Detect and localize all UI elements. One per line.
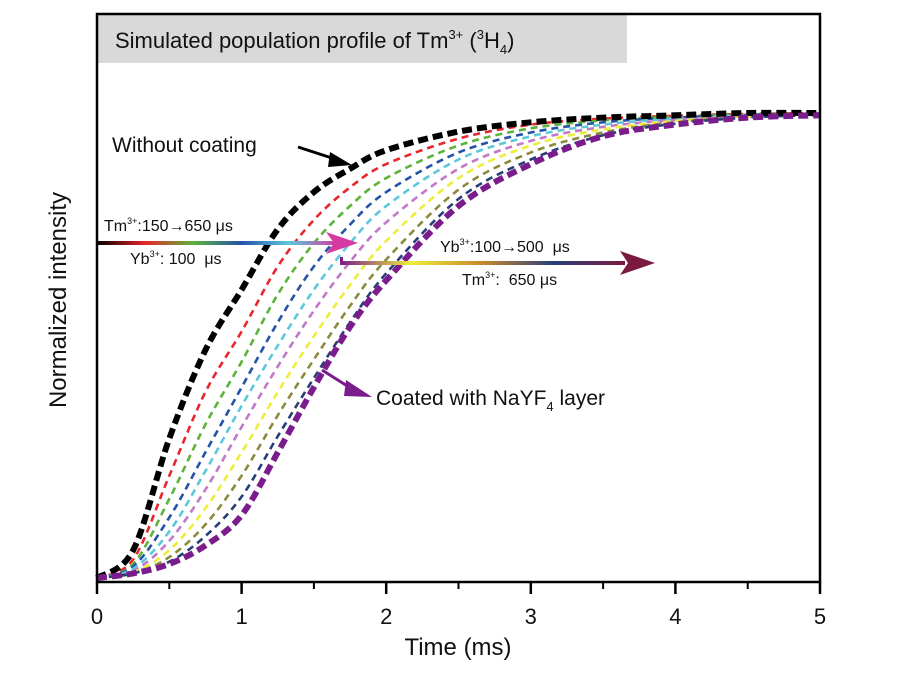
x-tick-label: 1: [235, 604, 247, 629]
arrow1-label-top: Tm3+:150→650 μs: [104, 216, 233, 235]
arrow1-shaft: [97, 241, 337, 245]
coated-sub: 4: [546, 399, 553, 414]
arrow2-shaft: [340, 261, 625, 265]
arrow1-top-sup: 3+: [127, 216, 137, 226]
series-line-3: [96, 112, 821, 580]
arrow1-top-arrow: →: [169, 218, 185, 235]
arrow1-bottom-prefix: Yb: [130, 251, 150, 268]
x-axis-label: Time (ms): [404, 634, 511, 661]
title-paren-close: ): [507, 28, 514, 53]
series-line-4: [96, 112, 821, 580]
annotation-without-coating: Without coating: [112, 134, 257, 157]
arrow2-bottom-sup: 3+: [485, 270, 495, 280]
x-axis-ticks: 0 1 2 3 4 5: [91, 582, 826, 629]
x-tick-label: 0: [91, 604, 103, 629]
title-level-sup: 3: [477, 27, 484, 42]
x-tick-label: 5: [814, 604, 826, 629]
arrow2-bottom-prefix: Tm: [462, 272, 485, 289]
x-tick-label: 4: [669, 604, 681, 629]
series-line-10: [96, 112, 821, 581]
pointer-coated: [321, 368, 372, 397]
arrow2-bottom-text: : 650 μs: [495, 272, 557, 289]
pointer-without-coating: [297, 145, 352, 167]
title-background: [97, 15, 627, 63]
arrow2-top-arrow: →: [501, 239, 517, 256]
plot-frame: [95, 12, 822, 584]
title-level-main: H: [484, 28, 500, 53]
title-paren-open: (: [463, 28, 477, 53]
arrow2-top-prefix: Yb: [440, 239, 460, 256]
arrow2-top-sup: 3+: [460, 237, 470, 247]
arrow1-head: [326, 232, 358, 254]
arrow1-bottom-sup: 3+: [150, 249, 160, 259]
chart-title: Simulated population profile of Tm3+ (3H…: [115, 27, 514, 57]
arrow1-top-prefix: Tm: [104, 218, 127, 235]
x-tick-label: 3: [525, 604, 537, 629]
series-line-6: [96, 112, 821, 580]
arrow2-head: [620, 251, 655, 275]
arrow-tm-series: [97, 232, 358, 254]
arrow2-top-end: 500 μs: [517, 239, 570, 256]
arrow2-top-text: :100: [470, 239, 501, 256]
arrow1-label-bottom: Yb3+: 100 μs: [130, 249, 222, 268]
title-main: Simulated population profile of Tm: [115, 28, 448, 53]
y-axis-label: Normalized intensity: [45, 192, 72, 408]
series-line-1: [95, 109, 821, 581]
arrow1-top-end: 650 μs: [185, 218, 233, 235]
title-sup: 3+: [448, 27, 463, 42]
pointer-without-coating-head: [328, 152, 352, 167]
annotation-coated: Coated with NaYF4 layer: [376, 387, 605, 414]
series-line-5: [96, 112, 821, 580]
title-level-sub: 4: [500, 42, 507, 57]
arrow1-bottom-text: : 100 μs: [160, 251, 222, 268]
coated-tail: layer: [554, 387, 605, 410]
coated-main: Coated with NaYF: [376, 387, 546, 410]
pointer-coated-head: [344, 380, 372, 397]
arrow2-label-bottom: Tm3+: 650 μs: [462, 270, 557, 289]
arrow-yb-series: [340, 251, 655, 275]
arrow1-top-text: :150: [137, 218, 168, 235]
arrow2-label-top: Yb3+:100→500 μs: [440, 237, 570, 256]
curves-layer: [95, 109, 821, 581]
x-tick-label: 2: [380, 604, 392, 629]
